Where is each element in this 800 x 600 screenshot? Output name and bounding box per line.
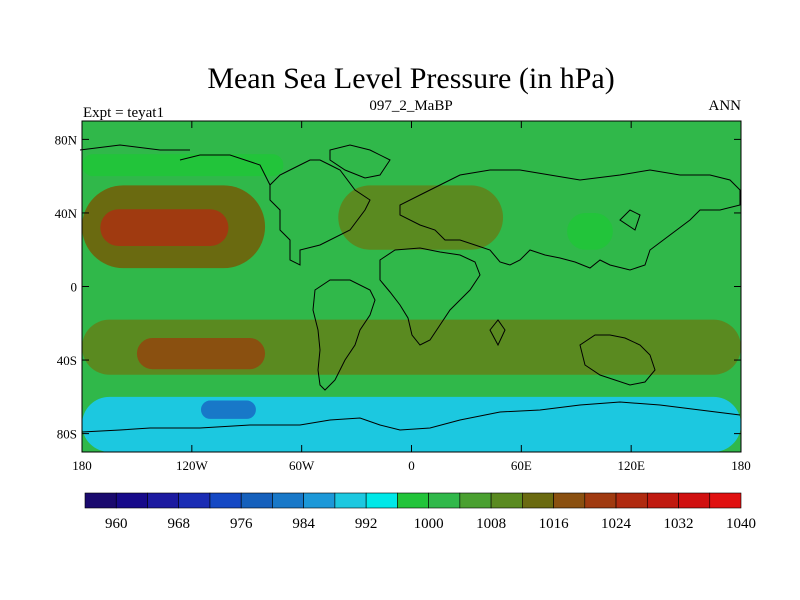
colorbar-swatch: [522, 492, 554, 509]
coastline-africa: [379, 247, 481, 346]
experiment-label: Expt = teyat1: [83, 105, 164, 121]
colorbar-swatch: [428, 492, 461, 509]
colorbar-swatch: [709, 492, 742, 509]
y-tick-label: 40N: [55, 206, 78, 221]
colorbar-swatch: [584, 492, 617, 509]
coastline-arctic-islands: [79, 144, 190, 151]
colorbar-swatch: [397, 492, 429, 509]
colorbar-label: 992: [355, 516, 378, 532]
coastline-eurasia: [399, 169, 741, 271]
colorbar-swatch: [115, 492, 148, 509]
colorbar-label: 1032: [664, 516, 694, 532]
x-tick-label: 120E: [617, 458, 645, 473]
colorbar-swatch: [334, 492, 367, 509]
pressure-field: [82, 121, 741, 452]
colorbar-swatch: [84, 492, 117, 509]
colorbar-swatch: [240, 492, 273, 509]
pressure-region: [200, 400, 256, 419]
coastline-north-america: [269, 159, 371, 266]
map-axes: 180 120W 60W 0 60E 120E 180 80N 40N 0 40S 80S: [55, 121, 751, 473]
coastline-greenland: [329, 144, 391, 179]
season-label: ANN: [709, 98, 742, 114]
coastline-australia: [579, 334, 656, 386]
colorbar-swatch: [553, 492, 586, 509]
y-tick-label: 0: [71, 280, 78, 295]
colorbar-label: 984: [292, 516, 315, 532]
colorbar-swatch: [209, 492, 242, 509]
colorbar-swatch: [490, 492, 523, 509]
x-tick-label: 60E: [511, 458, 532, 473]
colorbar-label: 968: [167, 516, 190, 532]
y-tick-label: 40S: [57, 353, 77, 368]
x-tick-label: 180: [731, 458, 751, 473]
pressure-region: [82, 396, 741, 452]
pressure-region: [82, 154, 284, 177]
colorbar-label: 1000: [414, 516, 444, 532]
colorbar-label: 1008: [476, 516, 506, 532]
colorbar-swatch: [303, 492, 336, 509]
colorbar-label: 1040: [726, 516, 756, 532]
colorbar-label: 960: [105, 516, 128, 532]
y-tick-label: 80S: [57, 427, 77, 442]
x-tick-label: 120W: [176, 458, 209, 473]
pressure-region: [338, 185, 504, 250]
colorbar: 960 968 976 984 992 1000 1008 1016 1024 1032 1040: [84, 492, 756, 532]
colorbar-swatch: [459, 492, 492, 509]
colorbar-swatch: [678, 492, 711, 509]
figure-title: Mean Sea Level Pressure (in hPa): [207, 62, 614, 95]
pressure-region: [136, 337, 266, 370]
colorbar-swatch: [615, 492, 648, 509]
coastline-japan: [619, 209, 641, 231]
colorbar-label: 1024: [601, 516, 632, 532]
y-tick-label: 80N: [55, 132, 78, 147]
x-tick-label: 60W: [289, 458, 315, 473]
colorbar-swatch: [272, 492, 304, 509]
coastline-madagascar: [489, 319, 506, 347]
x-tick-label: 180: [72, 458, 92, 473]
colorbar-swatch: [365, 492, 398, 509]
colorbar-label: 1016: [539, 516, 570, 532]
coastline-antarctica: [81, 401, 741, 433]
map-panel: 180 120W 60W 0 60E 120E 180 80N 40N 0 40S 80S: [55, 120, 751, 473]
age-label: 097_2_MaBP: [369, 98, 452, 114]
pressure-region: [567, 212, 613, 250]
coastline-alaska: [179, 154, 271, 186]
colorbar-swatch: [147, 492, 180, 509]
colorbar-swatch: [178, 492, 211, 509]
x-tick-label: 0: [408, 458, 415, 473]
pressure-region: [100, 209, 229, 247]
coastline-south-america: [312, 279, 376, 391]
colorbar-swatch: [646, 492, 679, 509]
coastlines: [79, 144, 741, 433]
colorbar-label: 976: [230, 516, 253, 532]
